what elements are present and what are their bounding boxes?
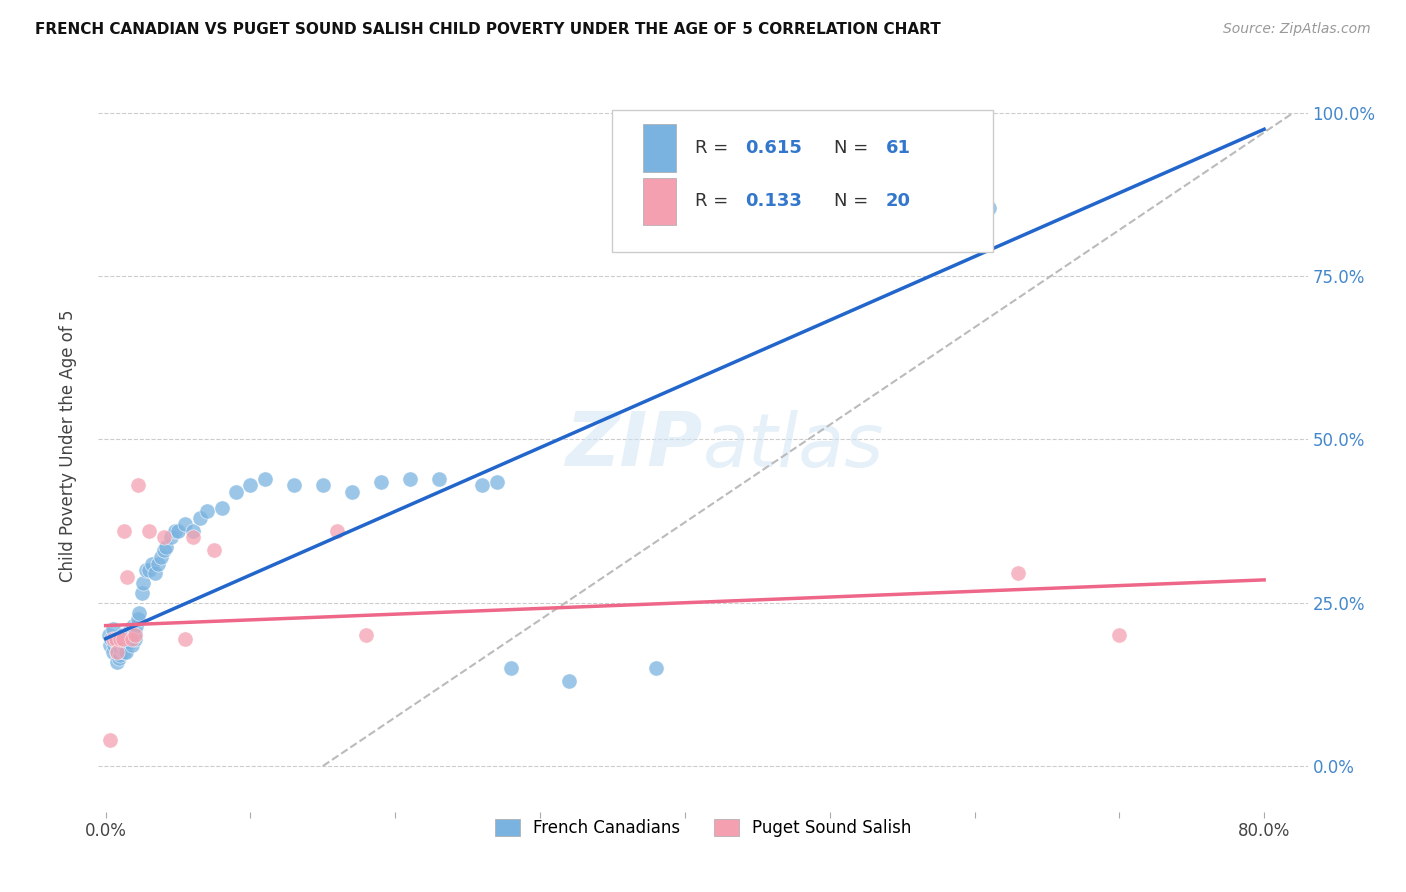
Point [115,645,138,659]
Point [283,478,305,492]
Point [253,472,276,486]
Point [152,530,174,544]
Text: N =: N = [834,138,873,157]
Point [645,661,668,675]
Point [128,606,150,620]
Point [501,661,523,675]
Point [977,201,1000,215]
Point [1007,566,1029,581]
Text: 0.615: 0.615 [745,138,803,157]
Point [141,557,163,571]
Point [114,524,136,538]
Point [104,635,127,649]
Point [114,645,136,659]
Point [117,628,139,642]
Text: 61: 61 [886,138,911,157]
Point [108,648,131,662]
Point [117,569,139,583]
Point [239,478,262,492]
Point [558,674,581,689]
Point [905,211,928,225]
Point [427,472,450,486]
Point [121,638,143,652]
Text: Source: ZipAtlas.com: Source: ZipAtlas.com [1223,22,1371,37]
Point [100,632,122,646]
Legend: French Canadians, Puget Sound Salish: French Canadians, Puget Sound Salish [488,812,918,844]
Point [181,524,204,538]
Point [485,475,508,489]
Point [121,632,143,646]
Point [97,628,120,642]
Point [101,632,124,646]
Point [103,638,125,652]
Point [202,543,225,558]
Point [124,625,146,640]
Point [398,472,420,486]
Point [112,632,135,646]
Point [98,638,121,652]
Text: ZIP: ZIP [565,409,703,483]
Point [143,566,166,581]
Point [105,645,128,659]
Point [211,501,233,516]
Point [138,563,160,577]
Point [107,651,129,665]
Point [155,540,177,554]
Point [108,632,131,646]
Text: 0.133: 0.133 [745,192,803,210]
Point [110,632,132,646]
Point [132,576,155,591]
Point [112,628,135,642]
Point [101,622,124,636]
Point [159,530,181,544]
Point [138,524,160,538]
Point [181,530,204,544]
Point [105,655,128,669]
Point [1108,628,1130,642]
Point [471,478,494,492]
Point [124,628,146,642]
Point [131,586,153,600]
Point [101,645,124,659]
Point [98,732,121,747]
Point [340,484,363,499]
Point [174,517,197,532]
Point [149,549,172,564]
Point [165,524,187,538]
Point [104,632,127,646]
Point [174,632,197,646]
Point [122,618,145,632]
Point [118,625,141,640]
Point [356,628,378,642]
Point [188,511,211,525]
Text: atlas: atlas [703,410,884,482]
Point [114,638,136,652]
Y-axis label: Child Poverty Under the Age of 5: Child Poverty Under the Age of 5 [59,310,77,582]
Point [135,563,157,577]
Text: N =: N = [834,192,873,210]
Point [125,618,148,632]
Text: R =: R = [695,192,734,210]
Point [167,524,190,538]
Point [152,543,174,558]
Point [146,557,169,571]
FancyBboxPatch shape [643,178,676,225]
Text: 20: 20 [886,192,911,210]
Point [108,641,131,656]
Text: FRENCH CANADIAN VS PUGET SOUND SALISH CHILD POVERTY UNDER THE AGE OF 5 CORRELATI: FRENCH CANADIAN VS PUGET SOUND SALISH CH… [35,22,941,37]
Point [105,645,128,659]
Point [127,478,149,492]
Point [127,612,149,626]
Point [195,504,218,518]
Point [120,635,142,649]
Point [326,524,349,538]
FancyBboxPatch shape [643,124,676,171]
Point [370,475,392,489]
Text: R =: R = [695,138,734,157]
Point [312,478,335,492]
Point [124,632,146,646]
FancyBboxPatch shape [613,110,993,252]
Point [225,484,247,499]
